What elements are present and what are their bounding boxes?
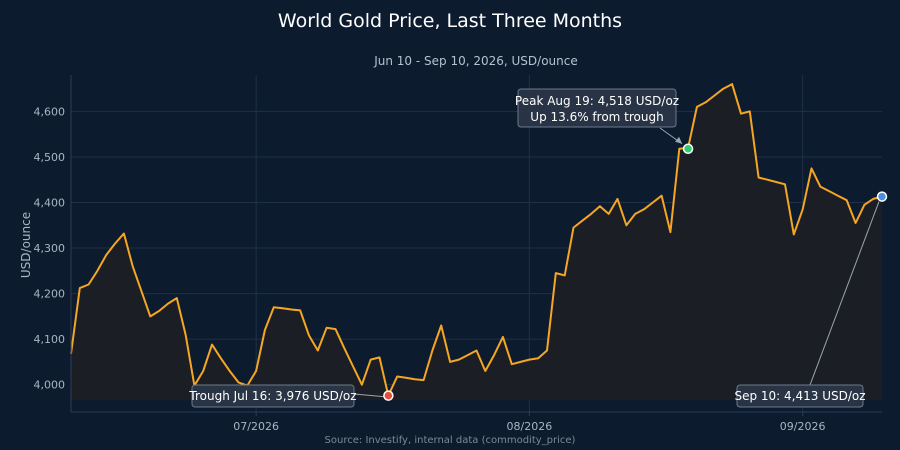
y-axis-label: USD/ounce	[19, 212, 33, 278]
price-area-fill	[71, 84, 882, 400]
peak-leader-arrow	[675, 136, 683, 144]
y-tick-label: 4,400	[34, 197, 66, 210]
x-tick-label: 09/2026	[780, 420, 826, 433]
y-tick-label: 4,200	[34, 288, 66, 301]
trough-label-box	[191, 384, 355, 408]
last-label-box	[736, 384, 864, 408]
x-tick-label: 08/2026	[507, 420, 553, 433]
annotation-layer: Trough Jul 16: 3,976 USD/oz Peak Aug 19: …	[188, 88, 888, 408]
x-tick-label: 07/2026	[233, 420, 279, 433]
peak-label-box	[517, 88, 677, 128]
y-tick-label: 4,300	[34, 242, 66, 255]
y-tick-label: 4,500	[34, 151, 66, 164]
y-tick-label: 4,600	[34, 105, 66, 118]
last-label: Sep 10: 4,413 USD/oz	[734, 389, 865, 403]
last-leader	[809, 201, 880, 386]
trough-marker	[383, 390, 394, 401]
peak-marker	[682, 143, 694, 155]
chart-subtitle: Jun 10 - Sep 10, 2026, USD/ounce	[373, 54, 578, 68]
last-marker	[876, 191, 888, 202]
trough-label: Trough Jul 16: 3,976 USD/oz	[188, 389, 356, 403]
grid-layer	[71, 75, 882, 412]
axis-layer	[70, 75, 882, 413]
peak-label: Peak Aug 19: 4,518 USD/oz	[515, 94, 679, 108]
y-tick-label: 4,100	[34, 333, 66, 346]
tick-layer: 4,000 4,100 4,200 4,300 4,400 4,500 4,600 07/20…	[34, 105, 826, 433]
price-line	[70, 83, 883, 397]
chart-title: World Gold Price, Last Three Months	[278, 10, 622, 32]
area-layer	[70, 83, 883, 400]
source-note: Source: Investify, internal data (commod…	[325, 435, 576, 446]
y-tick-label: 4,000	[34, 379, 66, 392]
peak-sublabel: Up 13.6% from trough	[530, 110, 663, 124]
